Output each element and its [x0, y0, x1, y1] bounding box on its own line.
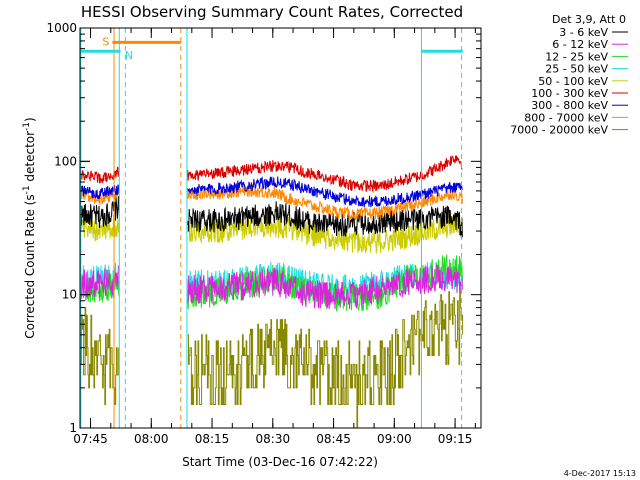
- y-tick-label-2: 100: [54, 154, 77, 168]
- legend-title: Det 3,9, Att 0: [552, 13, 626, 26]
- marker-label-s: S: [102, 35, 109, 48]
- plot-area: SN: [80, 28, 464, 428]
- legend-label-0: 3 - 6 keV: [559, 26, 608, 39]
- y-tick-label-0: 1: [69, 421, 77, 435]
- y-axis-label-part: Corrected Count Rate (s: [23, 194, 37, 338]
- series-line-6-part-0: [80, 184, 120, 200]
- y-axis-label-part: -1: [22, 122, 32, 131]
- series-line-4-part-1: [187, 212, 463, 254]
- legend-label-5: 100 - 300 keV: [531, 87, 608, 100]
- axes: 1 10 100 1000 07:45 08:00 08:15 08:30 08:45 09:00…: [46, 21, 482, 446]
- x-tick-label-0: 07:45: [73, 432, 108, 446]
- y-axis-label-part: ): [23, 117, 37, 122]
- legend-label-4: 50 - 100 keV: [538, 75, 608, 88]
- x-axis-label: Start Time (03-Dec-16 07:42:22): [182, 455, 378, 469]
- x-tick-label-1: 08:00: [134, 432, 169, 446]
- y-tick-label-3: 1000: [46, 21, 77, 35]
- series-line-0-part-0: [80, 195, 120, 229]
- series-line-6-part-1: [187, 175, 463, 208]
- y-tick-label-1: 10: [62, 288, 77, 302]
- series-line-7-part-1: [187, 183, 463, 221]
- x-tick-label-3: 08:30: [256, 432, 291, 446]
- y-axis-label-part: -1: [22, 185, 32, 194]
- series-line-1-part-0: [80, 265, 120, 299]
- series-line-0-part-1: [187, 201, 463, 239]
- legend-label-1: 6 - 12 keV: [552, 38, 608, 51]
- legend-label-2: 12 - 25 keV: [545, 50, 608, 63]
- y-axis-label: Corrected Count Rate (s-1 detector-1): [22, 117, 37, 338]
- series-line-5-part-0: [80, 166, 120, 184]
- series-line-5-part-1: [187, 155, 463, 194]
- x-tick-label-4: 08:45: [316, 432, 351, 446]
- marker-label-n: N: [125, 49, 133, 62]
- x-tick-label-2: 08:15: [195, 432, 230, 446]
- x-tick-label-5: 09:00: [377, 432, 412, 446]
- y-axis-label-part: detector: [23, 131, 37, 186]
- plot-frame: [79, 27, 482, 429]
- series-line-8-part-0: [80, 307, 120, 405]
- legend-label-6: 300 - 800 keV: [531, 99, 608, 112]
- series-line-8-part-1: [187, 288, 464, 428]
- chart-title: HESSI Observing Summary Count Rates, Cor…: [81, 3, 463, 21]
- footer-timestamp: 4-Dec-2017 15:13: [564, 469, 636, 478]
- legend-label-3: 25 - 50 keV: [545, 63, 608, 76]
- legend-label-7: 800 - 7000 keV: [524, 111, 608, 124]
- plot-inner: [80, 28, 464, 428]
- x-tick-label-6: 09:15: [438, 432, 473, 446]
- series-line-1-part-1: [187, 264, 463, 310]
- legend-label-8: 7000 - 20000 keV: [510, 124, 608, 137]
